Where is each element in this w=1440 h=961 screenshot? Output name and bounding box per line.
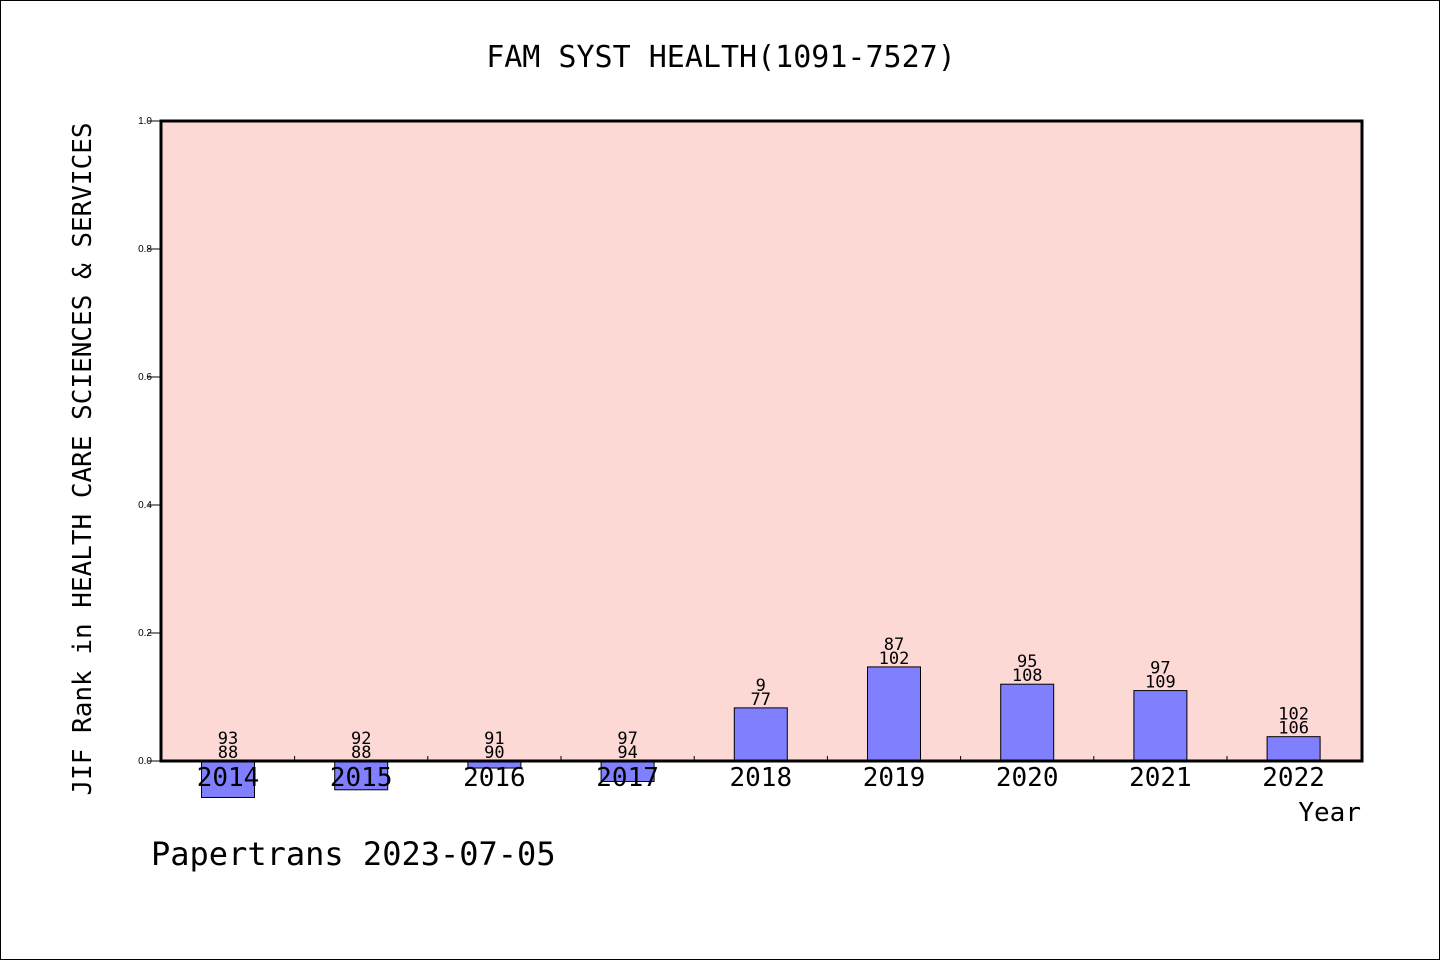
data-label-bottom-2016: 90 [484, 743, 504, 763]
data-label-top-2017: 97 [617, 729, 637, 749]
x-tick-label-2022: 2022 [1262, 763, 1325, 793]
bar-2018 [733, 707, 788, 762]
watermark-text: Papertrans 2023-07-05 [151, 835, 556, 873]
data-label-bottom-2019: 102 [879, 649, 910, 669]
y-tick-label: 0.6 [138, 372, 152, 383]
y-tick-label: 1.0 [138, 116, 152, 127]
x-tick-label-2018: 2018 [729, 763, 792, 793]
y-tick-label: 0.8 [138, 244, 152, 255]
x-axis-label: Year [1298, 798, 1361, 828]
x-tick-label-2015: 2015 [330, 763, 393, 793]
data-label-top-2020: 95 [1017, 652, 1037, 672]
x-tick-label-2019: 2019 [863, 763, 926, 793]
data-label-top-2022: 102 [1278, 705, 1309, 725]
data-label-bottom-2017: 94 [617, 743, 637, 763]
bar-2022 [1266, 736, 1321, 762]
y-axis-label: JIF Rank in HEALTH CARE SCIENCES & SERVI… [68, 122, 98, 795]
data-label-top-2021: 97 [1150, 659, 1170, 679]
x-tick-label-2016: 2016 [463, 763, 526, 793]
data-label-top-2018: 9 [756, 676, 766, 696]
data-label-bottom-2018: 77 [751, 690, 771, 710]
x-tick-label-2017: 2017 [596, 763, 659, 793]
data-label-top-2019: 87 [884, 635, 904, 655]
data-label-top-2015: 92 [351, 729, 371, 749]
data-label-bottom-2014: 88 [218, 743, 238, 763]
y-tick-label: 0.4 [138, 500, 152, 511]
data-label-bottom-2020: 108 [1012, 666, 1043, 686]
bars-group [201, 666, 1321, 798]
x-axis-ticks: 2014 2015 2016 2017 2018 2019 2020 2021 2022 [197, 756, 1325, 793]
bar-2020 [1000, 683, 1055, 762]
data-label-top-2016: 91 [484, 729, 504, 749]
y-axis-ticks: 0.0 0.2 0.4 0.6 0.8 1.0 [138, 116, 161, 767]
plot-border [159, 119, 1364, 763]
data-label-bottom-2015: 88 [351, 743, 371, 763]
x-tick-label-2014: 2014 [197, 763, 260, 793]
bar-2015 [334, 760, 389, 791]
bar-2019 [867, 666, 921, 762]
chart-title: FAM SYST HEALTH(1091-7527) [486, 40, 956, 75]
y-tick-label: 0.2 [138, 628, 152, 639]
x-tick-label-2020: 2020 [996, 763, 1059, 793]
data-label-top-2014: 93 [218, 729, 238, 749]
x-tick-label-2021: 2021 [1129, 763, 1192, 793]
data-label-bottom-2021: 109 [1145, 673, 1176, 693]
bar-2021 [1133, 690, 1188, 762]
y-tick-label: 0.0 [138, 756, 152, 767]
plot-area [161, 121, 1362, 761]
bar-2014 [201, 760, 255, 798]
data-label-bottom-2022: 106 [1278, 719, 1309, 739]
